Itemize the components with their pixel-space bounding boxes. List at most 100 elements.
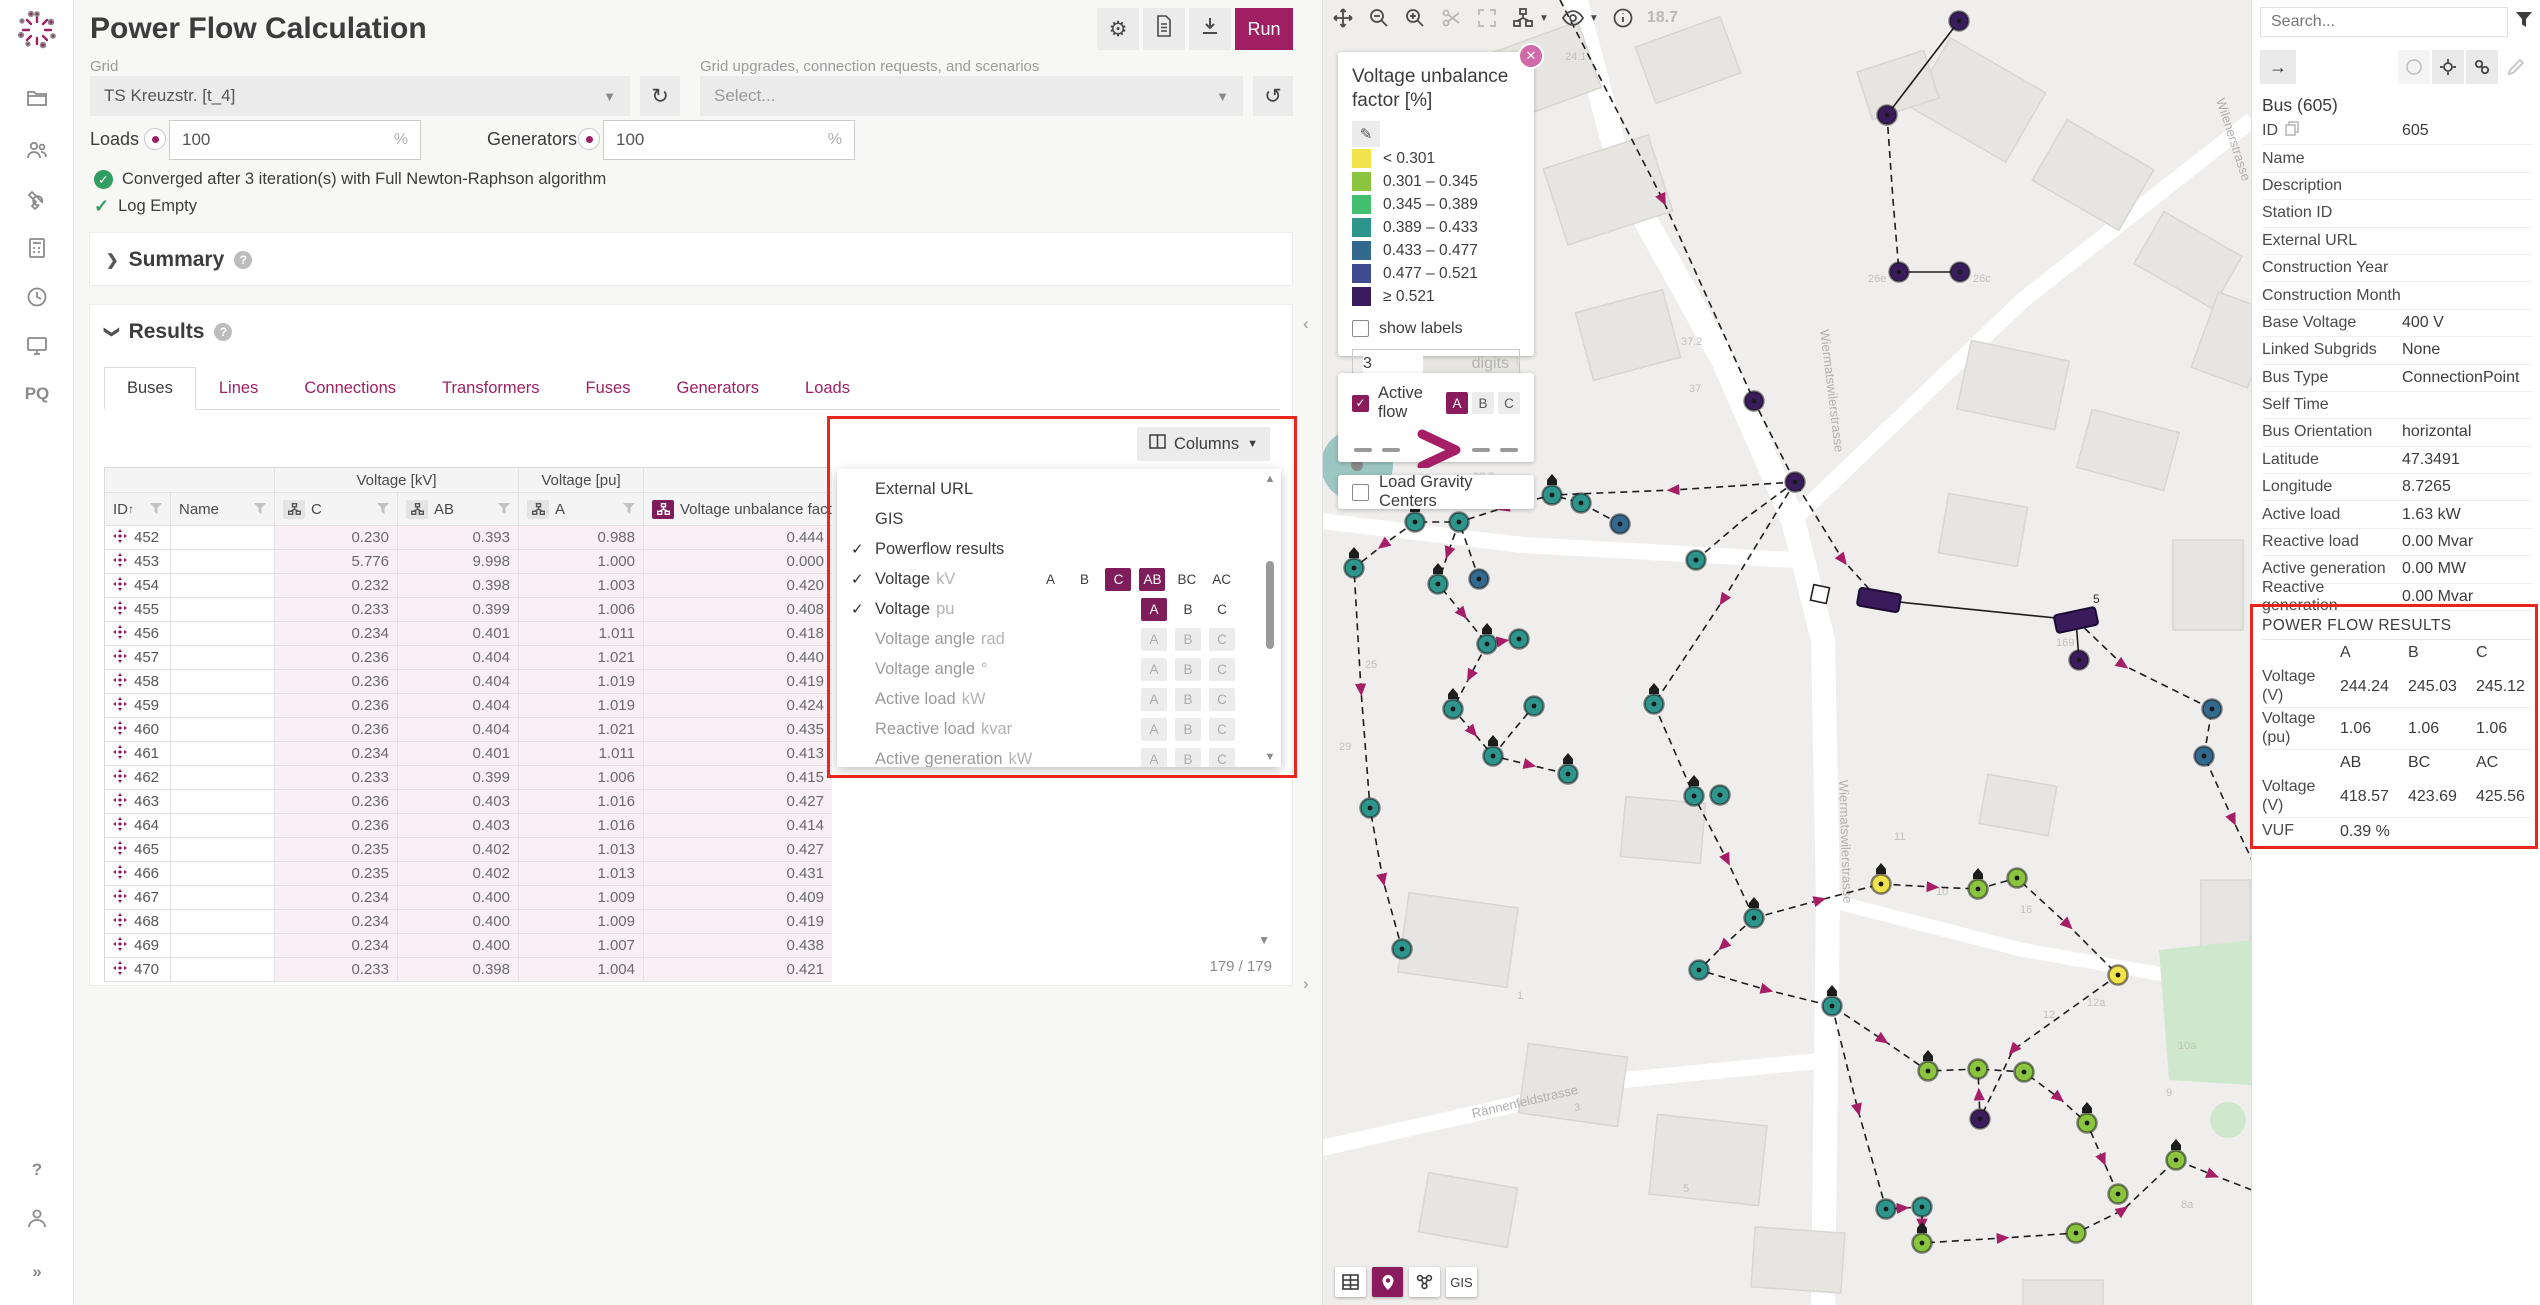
move-icon[interactable] xyxy=(113,697,127,715)
cell-id[interactable]: 466 xyxy=(105,862,171,886)
generators-input[interactable] xyxy=(616,130,828,150)
phase-chip-a[interactable]: A xyxy=(1037,568,1063,591)
move-icon[interactable] xyxy=(113,649,127,667)
panel-collapse-left-icon[interactable]: ‹ xyxy=(1303,314,1309,334)
move-icon[interactable] xyxy=(113,625,127,643)
cell-id[interactable]: 456 xyxy=(105,622,171,646)
chevron-down-icon[interactable]: ▼ xyxy=(1589,13,1599,24)
cell-id[interactable]: 464 xyxy=(105,814,171,838)
move-icon[interactable] xyxy=(113,769,127,787)
column-header-id[interactable]: ID ↑ xyxy=(105,493,171,526)
column-header-voltage-c[interactable]: C xyxy=(275,493,398,526)
flow-phase-c[interactable]: C xyxy=(1498,392,1520,414)
zoom-in-icon[interactable] xyxy=(1403,6,1427,30)
map-view-button[interactable] xyxy=(1372,1267,1403,1297)
column-option-voltage-angle[interactable]: Voltage angleradABC xyxy=(837,624,1281,654)
panel-collapse-right-icon[interactable]: › xyxy=(1303,974,1309,994)
cell-id[interactable]: 452 xyxy=(105,526,171,550)
map-junction[interactable] xyxy=(1811,585,1830,604)
phase-chip-ab[interactable]: AB xyxy=(1139,568,1165,591)
phase-chip-a[interactable]: A xyxy=(1141,688,1167,711)
cell-id[interactable]: 457 xyxy=(105,646,171,670)
phase-chip-c[interactable]: C xyxy=(1209,658,1235,681)
filter-icon[interactable] xyxy=(623,501,635,518)
table-row[interactable]: 4640.2360.4031.0160.414 xyxy=(105,814,830,838)
subgrid-icon[interactable] xyxy=(527,500,549,519)
move-icon[interactable] xyxy=(113,841,127,859)
phase-chip-c[interactable]: C xyxy=(1209,628,1235,651)
column-option-reactive-load[interactable]: Reactive loadkvarABC xyxy=(837,714,1281,744)
move-icon[interactable] xyxy=(113,577,127,595)
phase-chip-c[interactable]: C xyxy=(1105,568,1131,591)
generators-toggle[interactable] xyxy=(578,128,600,150)
grid-select[interactable]: TS Kreuzstr. [t_4] ▼ xyxy=(90,76,630,116)
table-row[interactable]: 4670.2340.4001.0090.409 xyxy=(105,886,830,910)
tab-connections[interactable]: Connections xyxy=(281,367,419,409)
column-option-active-generation[interactable]: Active generationkWABC xyxy=(837,744,1281,767)
chevron-down-icon[interactable]: ▼ xyxy=(1539,13,1549,24)
arrow-right-icon[interactable]: → xyxy=(2260,50,2296,84)
report-button[interactable] xyxy=(1143,8,1185,50)
phase-chip-b[interactable]: B xyxy=(1175,718,1201,741)
move-icon[interactable] xyxy=(113,793,127,811)
phase-chip-c[interactable]: C xyxy=(1209,688,1235,711)
run-button[interactable]: Run xyxy=(1235,8,1293,50)
cell-id[interactable]: 453 xyxy=(105,550,171,574)
table-row[interactable]: 4680.2340.4001.0090.419 xyxy=(105,910,830,934)
filter-icon[interactable] xyxy=(377,501,389,518)
column-option-powerflow-results[interactable]: ✓Powerflow results xyxy=(837,534,1281,564)
table-row[interactable]: 4580.2360.4041.0190.419 xyxy=(105,670,830,694)
settings-button[interactable]: ⚙ xyxy=(1097,8,1139,50)
flow-phase-a[interactable]: A xyxy=(1446,392,1468,414)
cell-id[interactable]: 460 xyxy=(105,718,171,742)
cell-id[interactable]: 463 xyxy=(105,790,171,814)
column-header-voltage-a[interactable]: A xyxy=(519,493,644,526)
cell-id[interactable]: 465 xyxy=(105,838,171,862)
sidebar-item-history[interactable] xyxy=(0,279,74,319)
phase-chip-b[interactable]: B xyxy=(1175,748,1201,768)
sidebar-item-projects[interactable] xyxy=(0,80,74,120)
phase-chip-c[interactable]: C xyxy=(1209,748,1235,768)
cell-id[interactable]: 454 xyxy=(105,574,171,598)
scenarios-select[interactable]: Select... ▼ xyxy=(700,76,1243,116)
cell-id[interactable]: 461 xyxy=(105,742,171,766)
table-row[interactable]: 4590.2360.4041.0190.424 xyxy=(105,694,830,718)
scroll-up-icon[interactable]: ▲ xyxy=(1263,473,1277,485)
column-header-name[interactable]: Name xyxy=(171,493,275,526)
table-row[interactable]: 4650.2350.4021.0130.427 xyxy=(105,838,830,862)
search-input[interactable] xyxy=(2260,7,2508,37)
move-icon[interactable] xyxy=(113,673,127,691)
columns-button[interactable]: Columns ▼ xyxy=(1137,427,1270,461)
sidebar-item-monitoring[interactable] xyxy=(0,327,74,367)
cell-id[interactable]: 469 xyxy=(105,934,171,958)
column-option-voltage-angle[interactable]: Voltage angle°ABC xyxy=(837,654,1281,684)
filter-icon[interactable] xyxy=(2516,12,2532,32)
summary-header[interactable]: ❯ Summary ? xyxy=(90,233,1292,287)
cell-id[interactable]: 459 xyxy=(105,694,171,718)
phase-chip-ac[interactable]: AC xyxy=(1208,568,1235,591)
subgrid-icon[interactable] xyxy=(406,500,428,519)
pencil-icon[interactable] xyxy=(2500,50,2532,84)
filter-icon[interactable] xyxy=(498,501,510,518)
scrollbar-thumb[interactable] xyxy=(1266,561,1274,649)
table-row[interactable]: 4610.2340.4011.0110.413 xyxy=(105,742,830,766)
table-row[interactable]: 4550.2330.3991.0060.408 xyxy=(105,598,830,622)
link-icon[interactable] xyxy=(2466,50,2498,84)
cell-id[interactable]: 467 xyxy=(105,886,171,910)
tab-loads[interactable]: Loads xyxy=(782,367,873,409)
grid-refresh-button[interactable]: ↻ xyxy=(640,76,680,116)
scenarios-reset-button[interactable]: ↺ xyxy=(1253,76,1293,116)
cell-id[interactable]: 462 xyxy=(105,766,171,790)
phase-chip-a[interactable]: A xyxy=(1141,598,1167,621)
phase-chip-c[interactable]: C xyxy=(1209,598,1235,621)
expand-icon[interactable] xyxy=(1475,6,1499,30)
table-row[interactable]: 4690.2340.4001.0070.438 xyxy=(105,934,830,958)
column-option-active-load[interactable]: Active loadkWABC xyxy=(837,684,1281,714)
table-row[interactable]: 4630.2360.4031.0160.427 xyxy=(105,790,830,814)
tab-generators[interactable]: Generators xyxy=(653,367,782,409)
sidebar-item-calculations[interactable] xyxy=(0,230,74,270)
brand-logo[interactable] xyxy=(0,8,74,52)
column-option-voltage[interactable]: ✓VoltagepuABC xyxy=(837,594,1281,624)
table-scroll-down-icon[interactable]: ▼ xyxy=(1258,933,1270,947)
tab-transformers[interactable]: Transformers xyxy=(419,367,563,409)
